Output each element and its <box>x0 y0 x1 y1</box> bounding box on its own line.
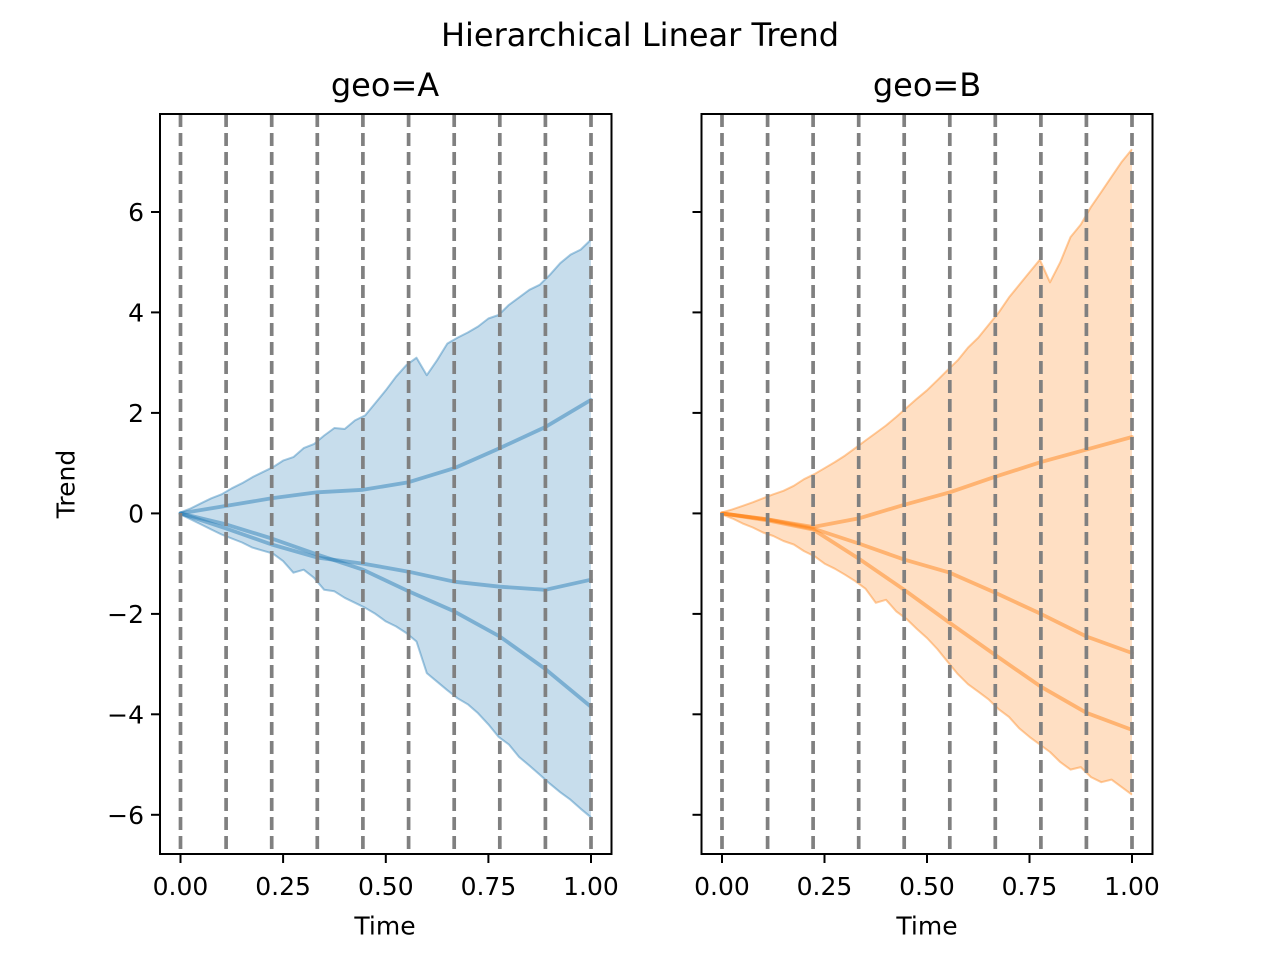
posterior-sample-3 <box>178 511 593 709</box>
x-tick-label: 0.50 <box>358 872 414 901</box>
x-tick-label: 0.00 <box>153 872 209 901</box>
y-tick-label: 6 <box>128 198 144 227</box>
posterior-sample-2 <box>178 511 593 592</box>
y-tick-label: −2 <box>107 600 144 629</box>
y-tick-label: 4 <box>128 298 144 327</box>
posterior-sample-1 <box>720 435 1134 529</box>
band-lower-edge <box>180 513 592 819</box>
y-tick-label: −6 <box>107 801 144 830</box>
x-tick-label: 0.25 <box>797 872 853 901</box>
uncertainty-band <box>722 149 1132 795</box>
figure-suptitle: Hierarchical Linear Trend <box>440 16 840 54</box>
posterior-sample-3 <box>720 511 1134 732</box>
y-tick-label: 0 <box>128 499 144 528</box>
x-tick-label: 0.75 <box>1002 872 1058 901</box>
band-lower-edge <box>721 513 1133 796</box>
x-tick-label: 0.75 <box>461 872 517 901</box>
y-axis <box>692 211 702 816</box>
y-axis: 6 4 2 0 −2 −4 −6 <box>107 198 160 830</box>
band-upper-edge <box>721 148 1133 514</box>
y-axis-label: Trend <box>51 449 81 519</box>
x-axis: 0.00 0.25 0.50 0.75 1.00 <box>694 854 1160 901</box>
posterior-sample-2 <box>720 511 1134 655</box>
posterior-sample-1 <box>178 397 593 516</box>
uncertainty-band <box>180 239 591 818</box>
y-tick-label: −4 <box>107 700 144 729</box>
x-axis: 0.00 0.25 0.50 0.75 1.00 <box>153 854 619 901</box>
x-tick-label: 0.00 <box>694 872 750 901</box>
band-upper-edge <box>180 238 592 514</box>
subplot-geo-B: 0.00 0.25 0.50 0.75 1.00 <box>692 113 1160 901</box>
y-tick-label: 2 <box>128 399 144 428</box>
subplot-geo-A: 0.00 0.25 0.50 0.75 1.00 6 4 2 0 −2 −4 −6 <box>107 113 619 901</box>
x-axis-label-left: Time <box>354 911 416 941</box>
subplot-title-geo-b: geo=B <box>872 66 982 104</box>
x-tick-label: 1.00 <box>1104 872 1160 901</box>
x-tick-label: 1.00 <box>563 872 619 901</box>
x-tick-label: 0.25 <box>255 872 311 901</box>
x-axis-label-right: Time <box>896 911 958 941</box>
subplot-title-geo-a: geo=A <box>330 66 440 104</box>
x-tick-label: 0.50 <box>899 872 955 901</box>
